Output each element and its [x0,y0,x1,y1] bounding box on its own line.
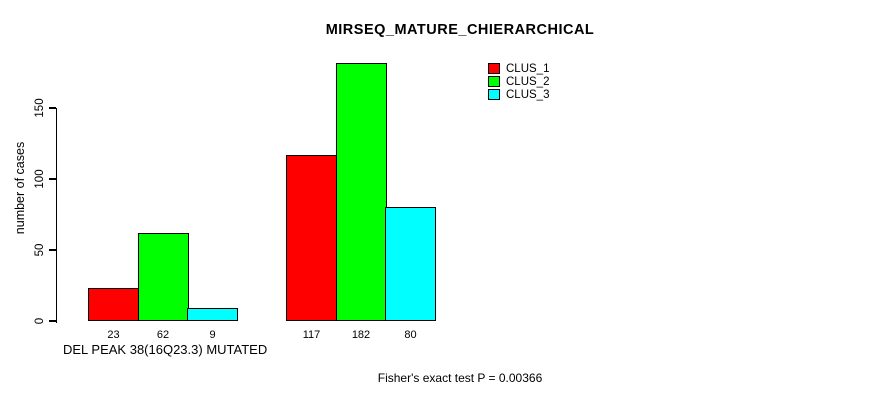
bar [88,288,139,321]
bar [187,308,238,321]
legend-label: CLUS_3 [506,88,550,101]
legend-swatch [488,89,500,100]
bar-value-label: 117 [302,329,321,341]
bar [137,232,189,321]
y-axis-tick-label: 150 [34,98,46,118]
y-axis-title: number of cases [13,141,27,235]
y-axis-tick-label: 50 [34,243,46,257]
legend-swatch [488,76,500,87]
y-axis-tick [48,320,56,322]
legend-row: CLUS_3 [488,88,549,101]
bar [286,154,337,321]
bar-value-label: 80 [404,329,417,341]
legend-row: CLUS_2 [488,75,549,88]
x-axis-label: DEL PEAK 38(16Q23.3) MUTATED [63,342,268,357]
legend: CLUS_1 CLUS_2 CLUS_3 [488,62,549,101]
y-axis-tick [48,107,56,109]
bar-value-label: 9 [209,329,216,341]
bar-value-label: 23 [107,329,120,341]
legend-swatch [488,63,500,74]
legend-label: CLUS_1 [506,62,550,75]
legend-label: CLUS_2 [506,75,550,88]
chart-title: MIRSEQ_MATURE_CHIERARCHICAL [325,22,595,38]
bar-value-label: 62 [156,329,170,341]
y-axis-tick [48,249,56,251]
y-axis-tick-label: 100 [34,169,46,189]
y-axis-tick [48,178,56,180]
y-axis-line [55,108,57,323]
bar [385,207,436,321]
bar [335,62,387,321]
fisher-test-label: Fisher's exact test P = 0.00366 [377,371,543,385]
bar-value-label: 182 [351,329,371,341]
y-axis-tick-label: 0 [34,317,46,325]
legend-row: CLUS_1 [488,62,549,75]
